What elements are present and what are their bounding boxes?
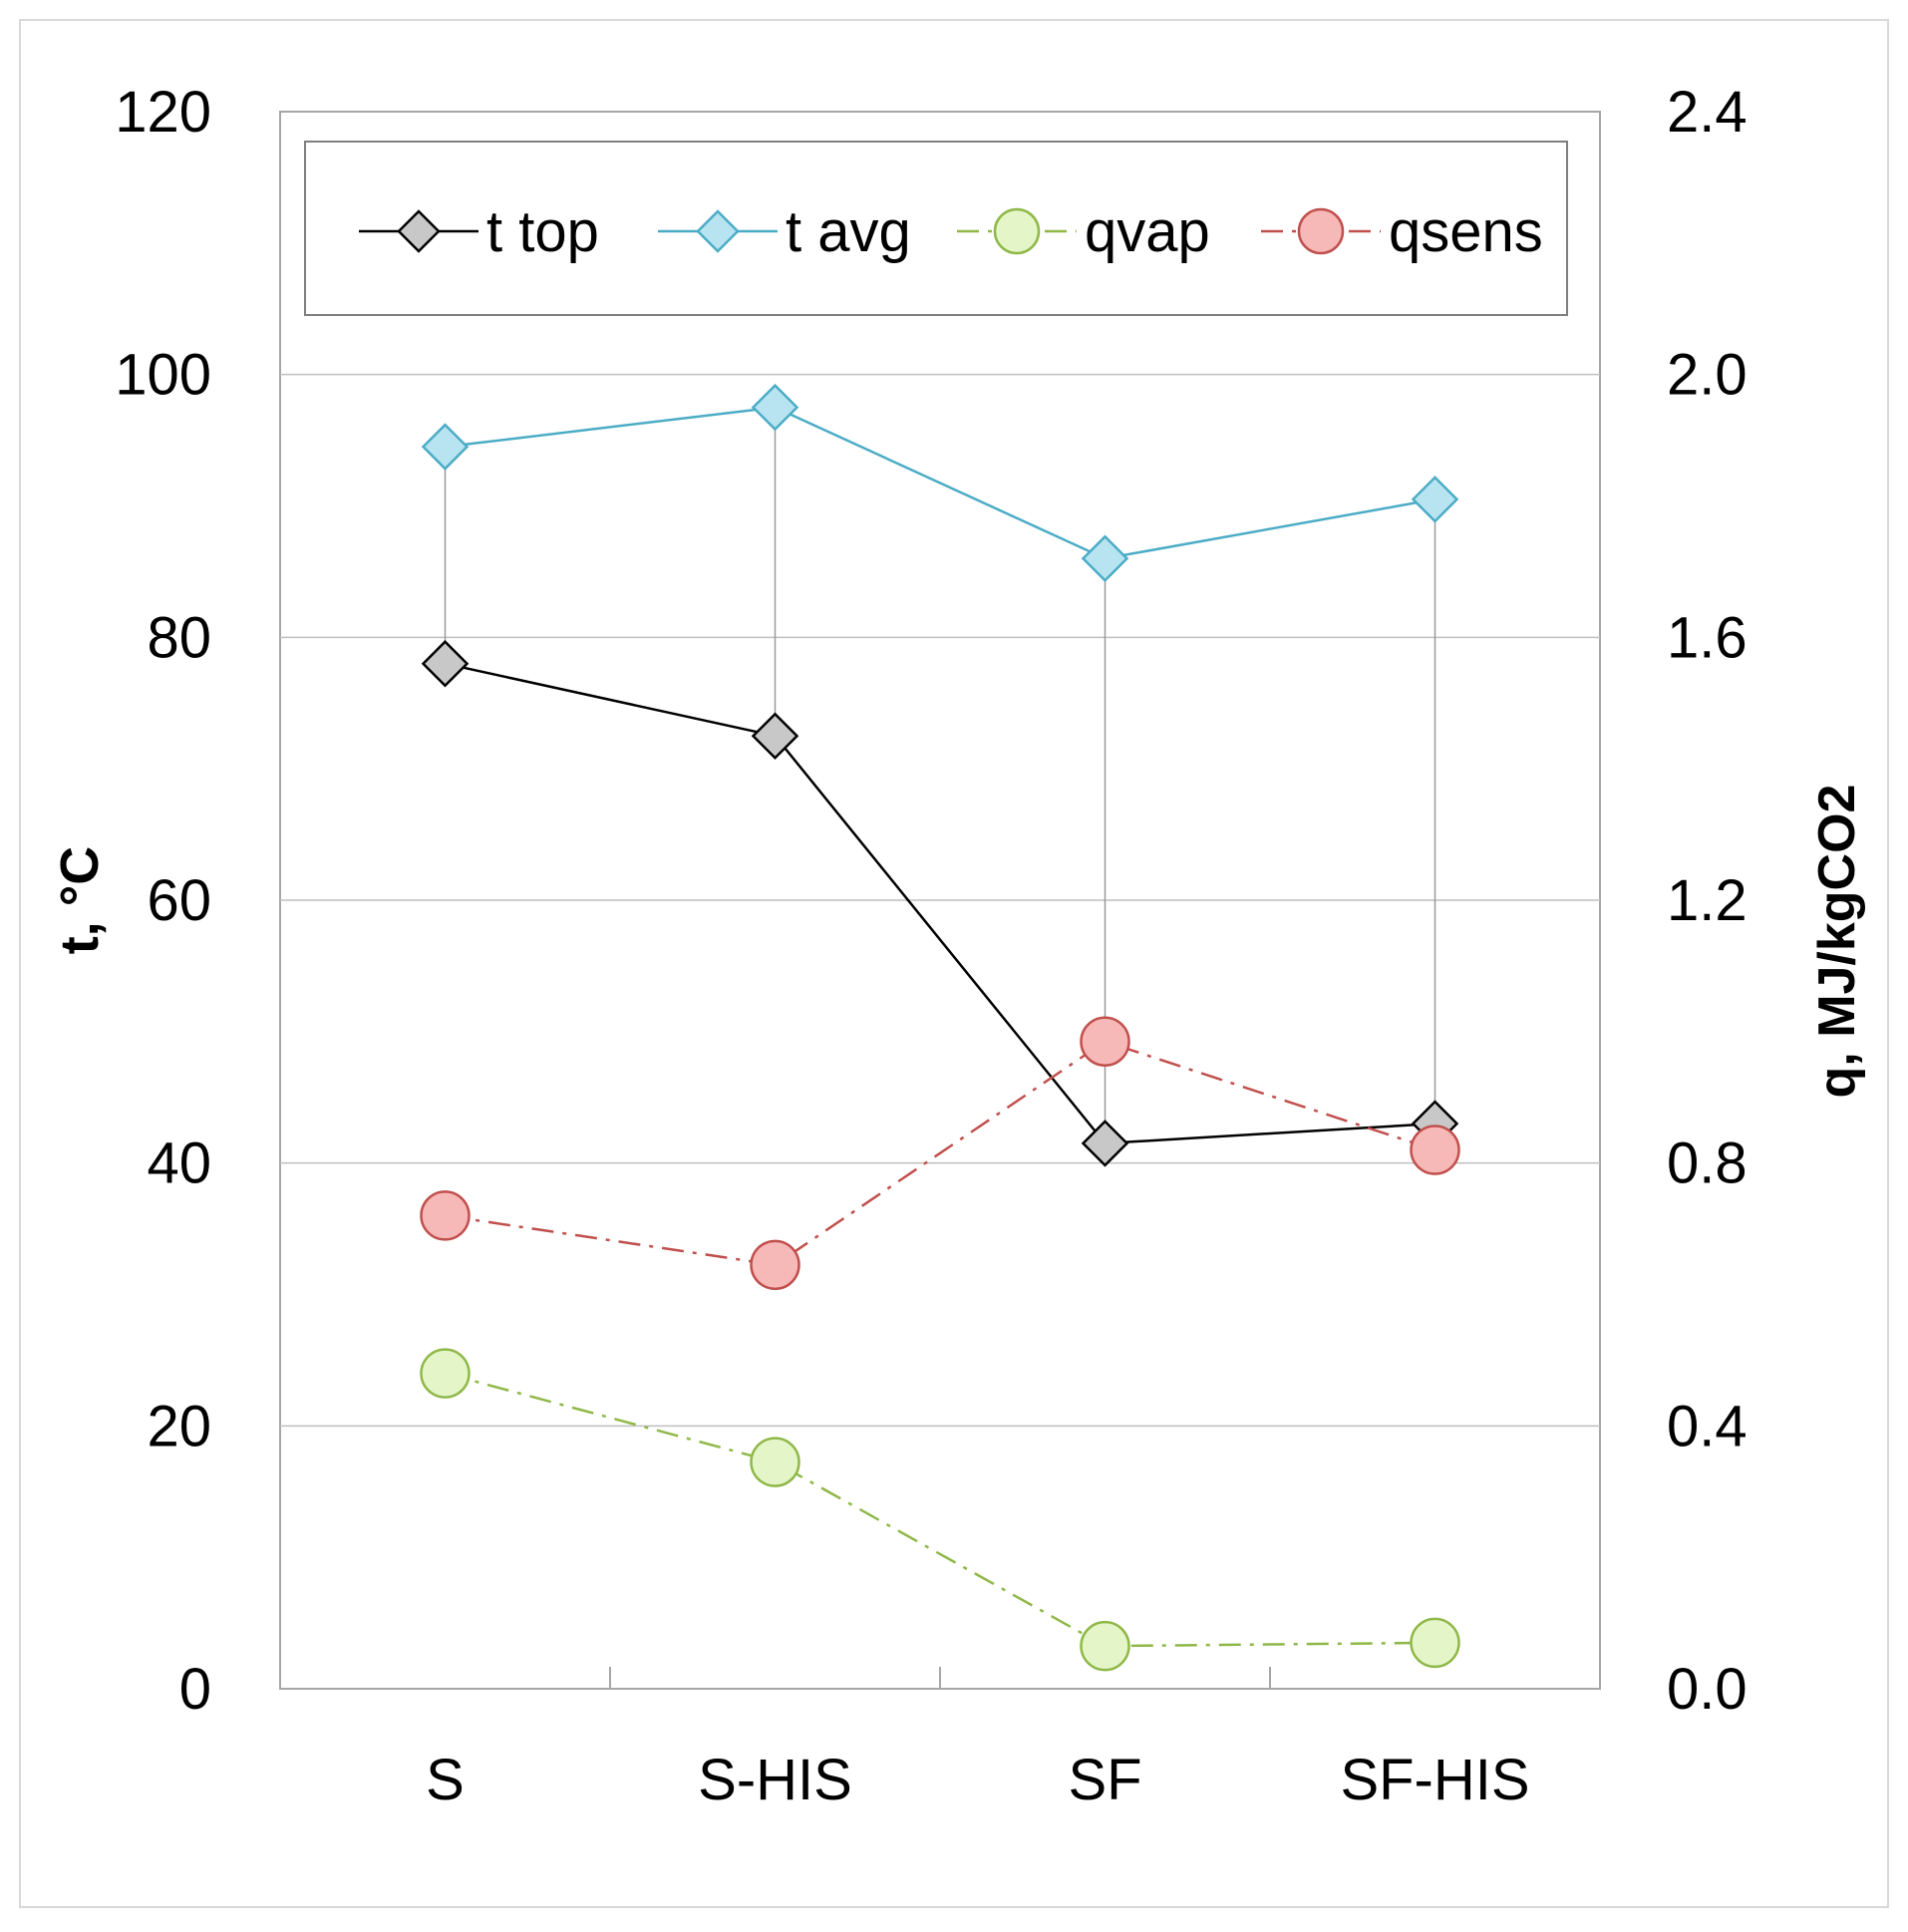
right-tick-label: 0.0 bbox=[1667, 1657, 1748, 1722]
point-t-avg-s-his bbox=[751, 383, 799, 432]
right-axis-title: q, MJ/kgCO2 bbox=[1808, 785, 1866, 1099]
legend-box bbox=[304, 141, 1568, 316]
right-tick-label: 0.4 bbox=[1667, 1394, 1748, 1458]
series-line-qsens bbox=[445, 1040, 1435, 1267]
point-qsens-sf-his bbox=[1410, 1125, 1460, 1175]
point-qvap-s-his bbox=[750, 1437, 800, 1487]
x-category-label-s: S bbox=[426, 1748, 465, 1812]
x-category-label-sf: SF bbox=[1068, 1748, 1141, 1812]
point-qsens-sf bbox=[1080, 1016, 1130, 1067]
series-line-t-avg bbox=[445, 406, 1435, 560]
point-qvap-sf bbox=[1080, 1620, 1130, 1672]
right-tick-label: 0.8 bbox=[1667, 1131, 1748, 1196]
series-t-avg bbox=[421, 383, 1459, 583]
legend: t top t avg qvap qsens bbox=[304, 141, 1568, 316]
legend-item-qvap: qvap bbox=[957, 199, 1210, 264]
legend-items: t top t avg qvap qsens bbox=[359, 199, 1543, 264]
series-layer bbox=[420, 383, 1460, 1672]
left-tick-label: 40 bbox=[147, 1131, 211, 1196]
point-qvap-s bbox=[420, 1348, 471, 1399]
right-tick-label: 2.0 bbox=[1667, 343, 1748, 408]
series-t-top bbox=[421, 639, 1459, 1167]
legend-label-t-avg: t avg bbox=[786, 199, 911, 264]
series-line-t-top bbox=[445, 662, 1435, 1145]
left-tick-label: 120 bbox=[115, 80, 211, 145]
point-t-avg-sf bbox=[1081, 534, 1129, 583]
legend-item-t-avg: t avg bbox=[658, 199, 911, 264]
series-line-qvap bbox=[445, 1372, 1435, 1648]
right-axis-tick-labels: 0.0 0.4 0.8 1.2 1.6 2.0 2.4 bbox=[1667, 80, 1748, 1722]
point-qvap-sf-his bbox=[1410, 1617, 1460, 1669]
legend-item-qsens: qsens bbox=[1261, 199, 1543, 264]
right-tick-label: 1.6 bbox=[1667, 605, 1748, 670]
left-tick-label: 100 bbox=[115, 343, 211, 408]
legend-marker bbox=[397, 209, 441, 253]
point-t-top-s-his bbox=[751, 712, 799, 760]
legend-label-qvap: qvap bbox=[1085, 199, 1210, 264]
point-t-top-sf bbox=[1081, 1120, 1129, 1167]
left-tick-label: 80 bbox=[147, 605, 211, 670]
legend-marker bbox=[696, 209, 740, 253]
left-tick-label: 60 bbox=[147, 868, 211, 933]
left-tick-label: 0 bbox=[179, 1657, 211, 1722]
x-axis-ticks bbox=[609, 1667, 1271, 1689]
point-t-avg-sf-his bbox=[1411, 476, 1459, 523]
right-tick-label: 2.4 bbox=[1667, 80, 1748, 145]
x-category-label-sf-his: SF-HIS bbox=[1340, 1748, 1529, 1812]
left-axis-tick-labels: 0 20 40 60 80 100 120 bbox=[115, 80, 211, 1722]
left-tick-label: 20 bbox=[147, 1394, 211, 1458]
legend-marker bbox=[1297, 207, 1345, 255]
gridlines bbox=[280, 373, 1600, 1428]
point-qsens-s bbox=[420, 1190, 471, 1241]
legend-marker bbox=[993, 207, 1041, 255]
x-axis-category-labels: S S-HIS SF SF-HIS bbox=[426, 1748, 1529, 1812]
legend-label-t-top: t top bbox=[486, 199, 599, 264]
series-qvap bbox=[420, 1348, 1460, 1672]
right-tick-label: 1.2 bbox=[1667, 868, 1748, 933]
series-qsens bbox=[420, 1016, 1460, 1291]
x-category-label-s-his: S-HIS bbox=[698, 1748, 852, 1812]
left-axis-title: t, °C bbox=[50, 846, 110, 955]
point-t-avg-s bbox=[421, 423, 470, 471]
point-qsens-s-his bbox=[750, 1239, 800, 1291]
point-t-top-s bbox=[421, 639, 470, 688]
legend-item-t-top: t top bbox=[359, 199, 599, 264]
legend-label-qsens: qsens bbox=[1389, 199, 1543, 264]
